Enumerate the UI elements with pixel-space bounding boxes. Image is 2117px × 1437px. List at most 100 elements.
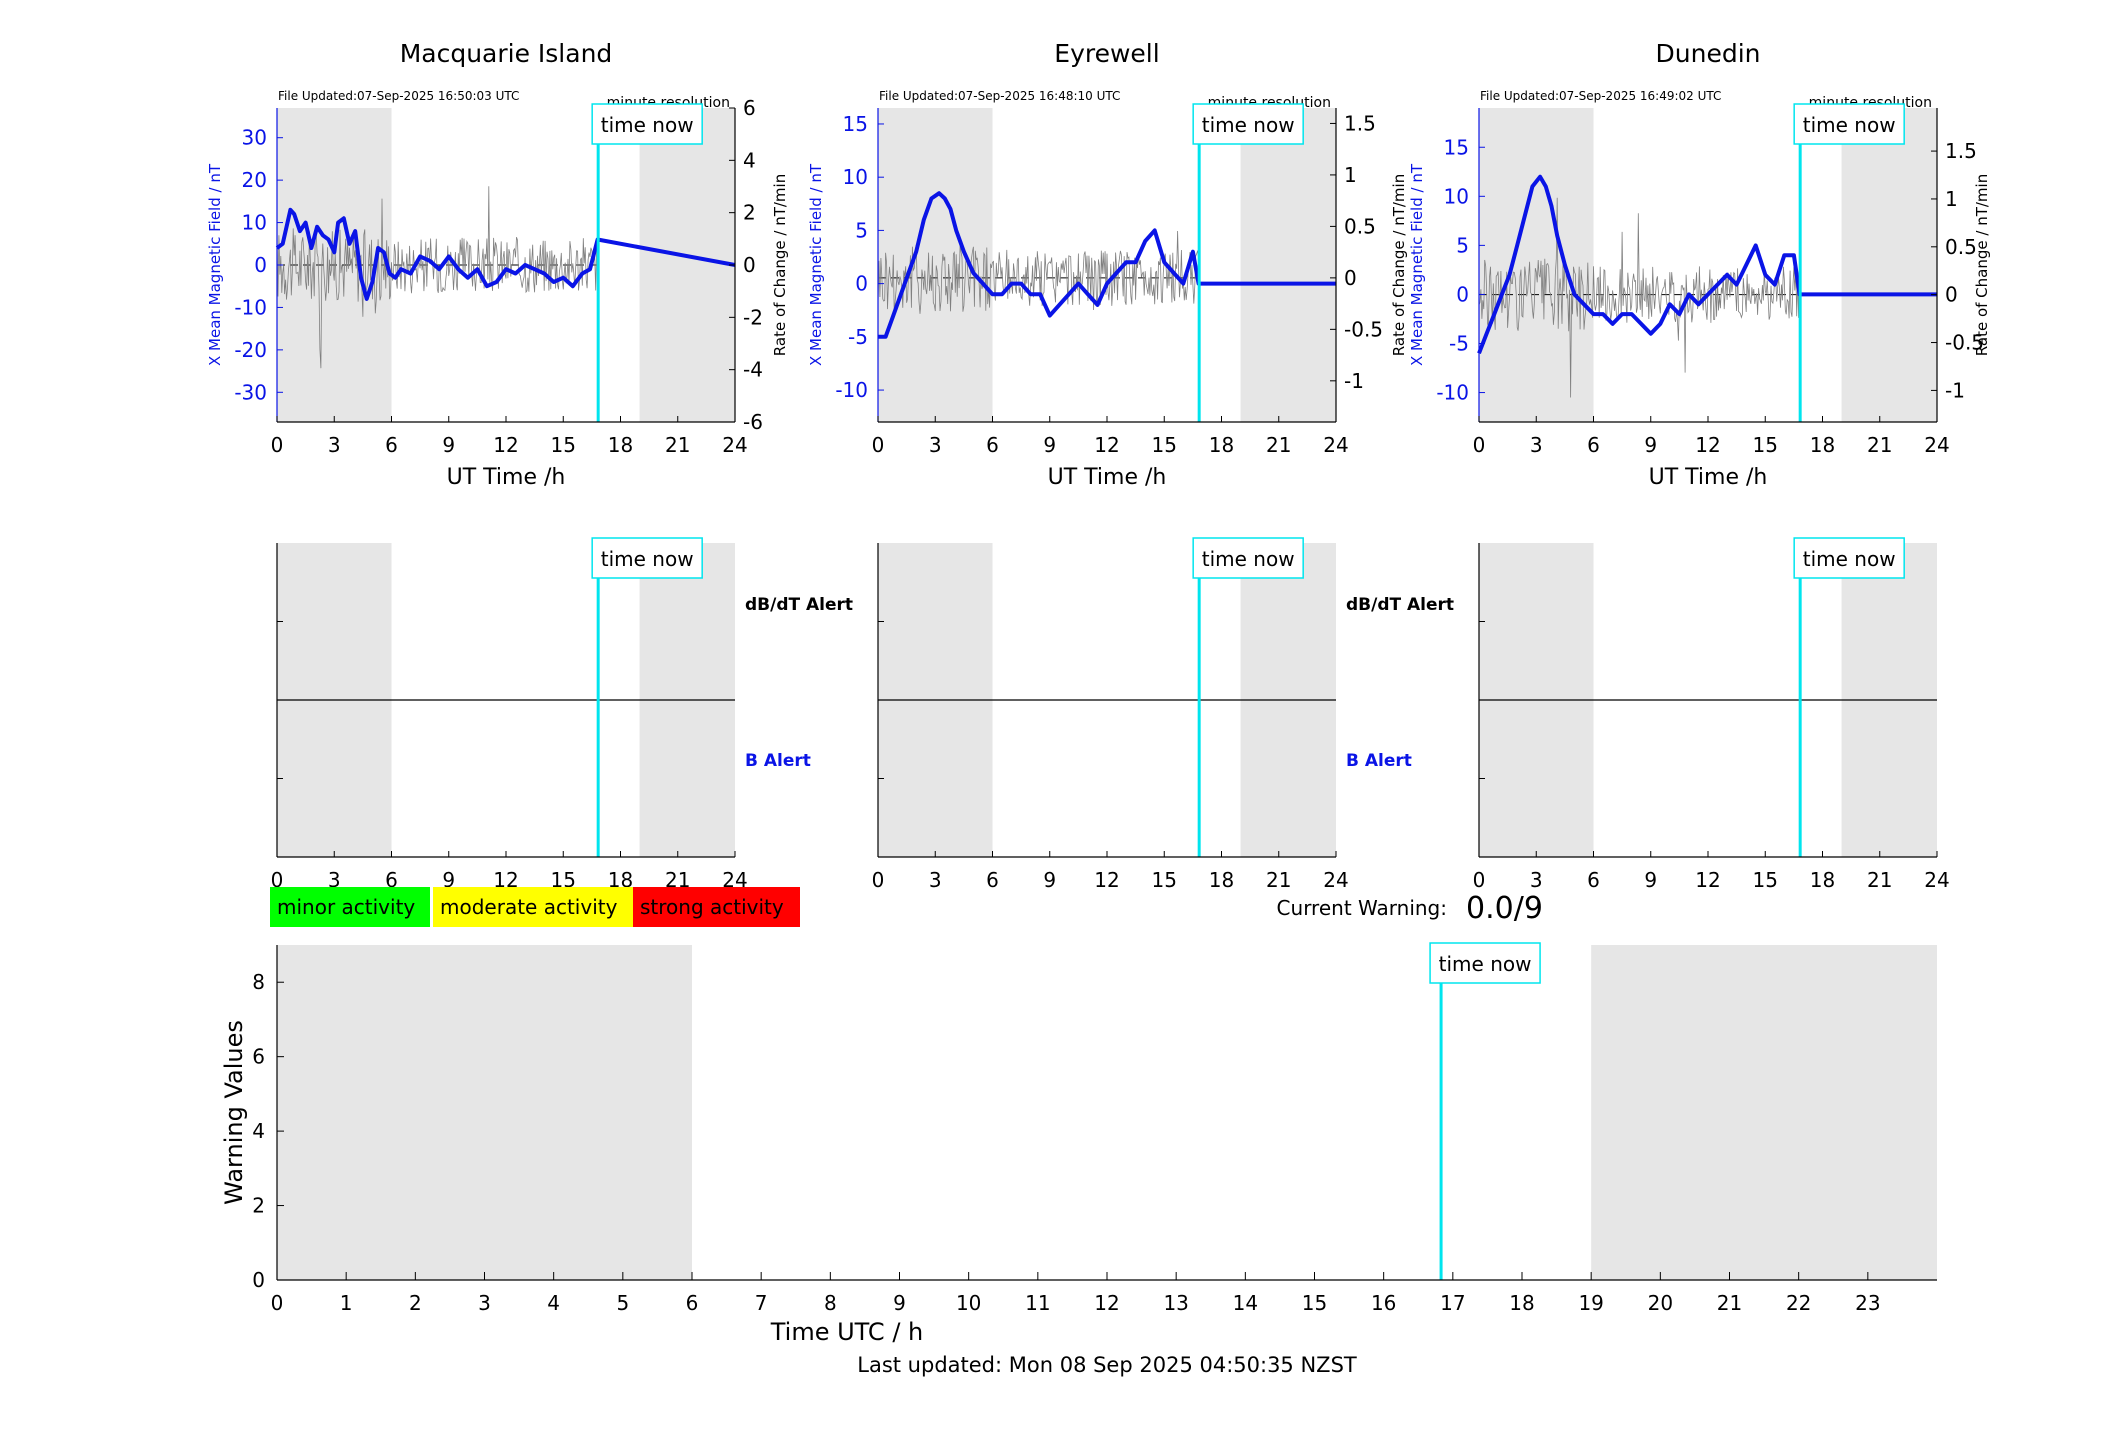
b-alert-label: B Alert: [745, 751, 811, 771]
x-tick-label: 21: [1266, 868, 1291, 892]
warn-x-tick-label: 6: [686, 1291, 699, 1315]
y-right-axis-label: Rate of Change / nT/min: [771, 174, 789, 356]
x-tick-label: 24: [722, 433, 747, 457]
warn-y-tick-label: 4: [252, 1119, 265, 1143]
x-tick-label: 0: [1473, 868, 1486, 892]
x-tick-label: 21: [665, 433, 690, 457]
current-warning-label: Current Warning:: [1277, 896, 1447, 920]
alert-panels: time now 0 3 6 9 12 15 18 21 24 dB/dT Alert B Alert…: [271, 537, 1950, 892]
current-warning-value: 0.0/9: [1466, 891, 1543, 926]
warn-y-tick-label: 6: [252, 1045, 265, 1069]
y-right-tick-label: 1.5: [1344, 111, 1376, 135]
y-left-tick-label: -10: [835, 378, 868, 402]
night-shade: [1479, 108, 1594, 422]
legend-label-minor: minor activity: [277, 895, 415, 919]
warn-x-tick-label: 8: [824, 1291, 837, 1315]
y-left-tick-label: 20: [242, 168, 267, 192]
y-left-tick-label: 30: [242, 126, 267, 150]
station-panel-2: Dunedin File Updated:07-Sep-2025 16:49:02…: [1390, 39, 1991, 490]
y-left-tick-label: -10: [234, 295, 267, 319]
warn-x-tick-label: 23: [1855, 1291, 1880, 1315]
x-tick-label: 18: [608, 433, 633, 457]
x-tick-label: 12: [1094, 433, 1119, 457]
file-updated-label: File Updated:07-Sep-2025 16:48:10 UTC: [879, 89, 1120, 103]
warn-x-tick-label: 3: [478, 1291, 491, 1315]
y-right-tick-label: -4: [743, 358, 763, 382]
x-tick-label: 21: [1867, 433, 1892, 457]
y-left-tick-label: 0: [855, 272, 868, 296]
station-title: Macquarie Island: [400, 39, 613, 68]
x-tick-label: 21: [1867, 868, 1892, 892]
y-left-tick-label: 15: [1444, 135, 1469, 159]
warn-x-tick-label: 17: [1440, 1291, 1465, 1315]
x-tick-label: 15: [1152, 868, 1177, 892]
x-tick-label: 21: [1266, 433, 1291, 457]
x-tick-label: 3: [929, 868, 942, 892]
time-now-box: [1793, 103, 1905, 145]
time-now-box: [1192, 103, 1304, 145]
warn-x-tick-label: 5: [616, 1291, 629, 1315]
x-tick-label: 0: [1473, 433, 1486, 457]
file-updated-label: File Updated:07-Sep-2025 16:49:02 UTC: [1480, 89, 1721, 103]
y-left-tick-label: -30: [234, 380, 267, 404]
warn-x-tick-label: 9: [893, 1291, 906, 1315]
y-left-axis-label: X Mean Magnetic Field / nT: [807, 163, 825, 366]
b-alert-label: B Alert: [1346, 751, 1412, 771]
x-tick-label: 18: [1810, 433, 1835, 457]
warn-x-tick-label: 2: [409, 1291, 422, 1315]
x-tick-label: 15: [551, 433, 576, 457]
x-tick-label: 18: [1209, 433, 1234, 457]
time-now-box: [1192, 537, 1304, 579]
y-right-tick-label: 0: [1344, 266, 1357, 290]
x-tick-label: 9: [442, 868, 455, 892]
night-shade: [639, 108, 735, 422]
time-now-label: time now: [601, 113, 694, 137]
y-left-tick-label: -5: [848, 325, 868, 349]
x-tick-label: 6: [385, 868, 398, 892]
x-tick-label: 12: [1695, 868, 1720, 892]
x-tick-label: 3: [1530, 433, 1543, 457]
x-tick-label: 15: [1753, 433, 1778, 457]
x-tick-label: 6: [986, 868, 999, 892]
x-axis-label: UT Time /h: [447, 465, 566, 490]
station-title: Eyrewell: [1054, 39, 1159, 68]
y-right-tick-label: -0.5: [1344, 317, 1383, 341]
x-tick-label: 18: [1209, 868, 1234, 892]
warn-y-tick-label: 2: [252, 1194, 265, 1218]
legend-swatch-strong: [633, 887, 800, 927]
legend-label-moderate: moderate activity: [440, 895, 618, 919]
station-panel-1: Eyrewell File Updated:07-Sep-2025 16:48:1…: [807, 39, 1383, 490]
y-left-tick-label: -5: [1449, 332, 1469, 356]
magnetic-field-series: [1477, 174, 1937, 355]
night-shade: [1841, 108, 1937, 422]
warn-x-tick-label: 19: [1578, 1291, 1603, 1315]
x-tick-label: 12: [1094, 868, 1119, 892]
warn-x-tick-label: 16: [1371, 1291, 1396, 1315]
x-tick-label: 0: [872, 433, 885, 457]
y-right-tick-label: 2: [743, 201, 756, 225]
station-title: Dunedin: [1656, 39, 1761, 68]
x-tick-label: 0: [271, 433, 284, 457]
x-tick-label: 6: [1587, 433, 1600, 457]
warn-y-axis-label: Warning Values: [220, 1020, 248, 1205]
warn-x-tick-label: 13: [1163, 1291, 1188, 1315]
station-panel-0: Macquarie Island File Updated:07-Sep-2025…: [206, 39, 789, 490]
x-tick-label: 3: [929, 433, 942, 457]
warn-x-tick-label: 0: [271, 1291, 284, 1315]
warn-x-tick-label: 20: [1648, 1291, 1673, 1315]
station-panels: Macquarie Island File Updated:07-Sep-2025…: [206, 39, 1991, 490]
x-tick-label: 12: [1695, 433, 1720, 457]
legend-label-strong: strong activity: [640, 895, 784, 919]
y-right-tick-label: -1: [1945, 378, 1965, 402]
x-tick-label: 9: [1043, 433, 1056, 457]
y-left-tick-label: -20: [234, 338, 267, 362]
last-updated-label: Last updated: Mon 08 Sep 2025 04:50:35 N…: [857, 1353, 1357, 1377]
y-left-tick-label: 0: [254, 253, 267, 277]
magnetic-field-series: [275, 207, 736, 301]
x-tick-label: 9: [1043, 868, 1056, 892]
x-tick-label: 3: [328, 868, 341, 892]
warn-x-axis-label: Time UTC / h: [770, 1318, 924, 1346]
